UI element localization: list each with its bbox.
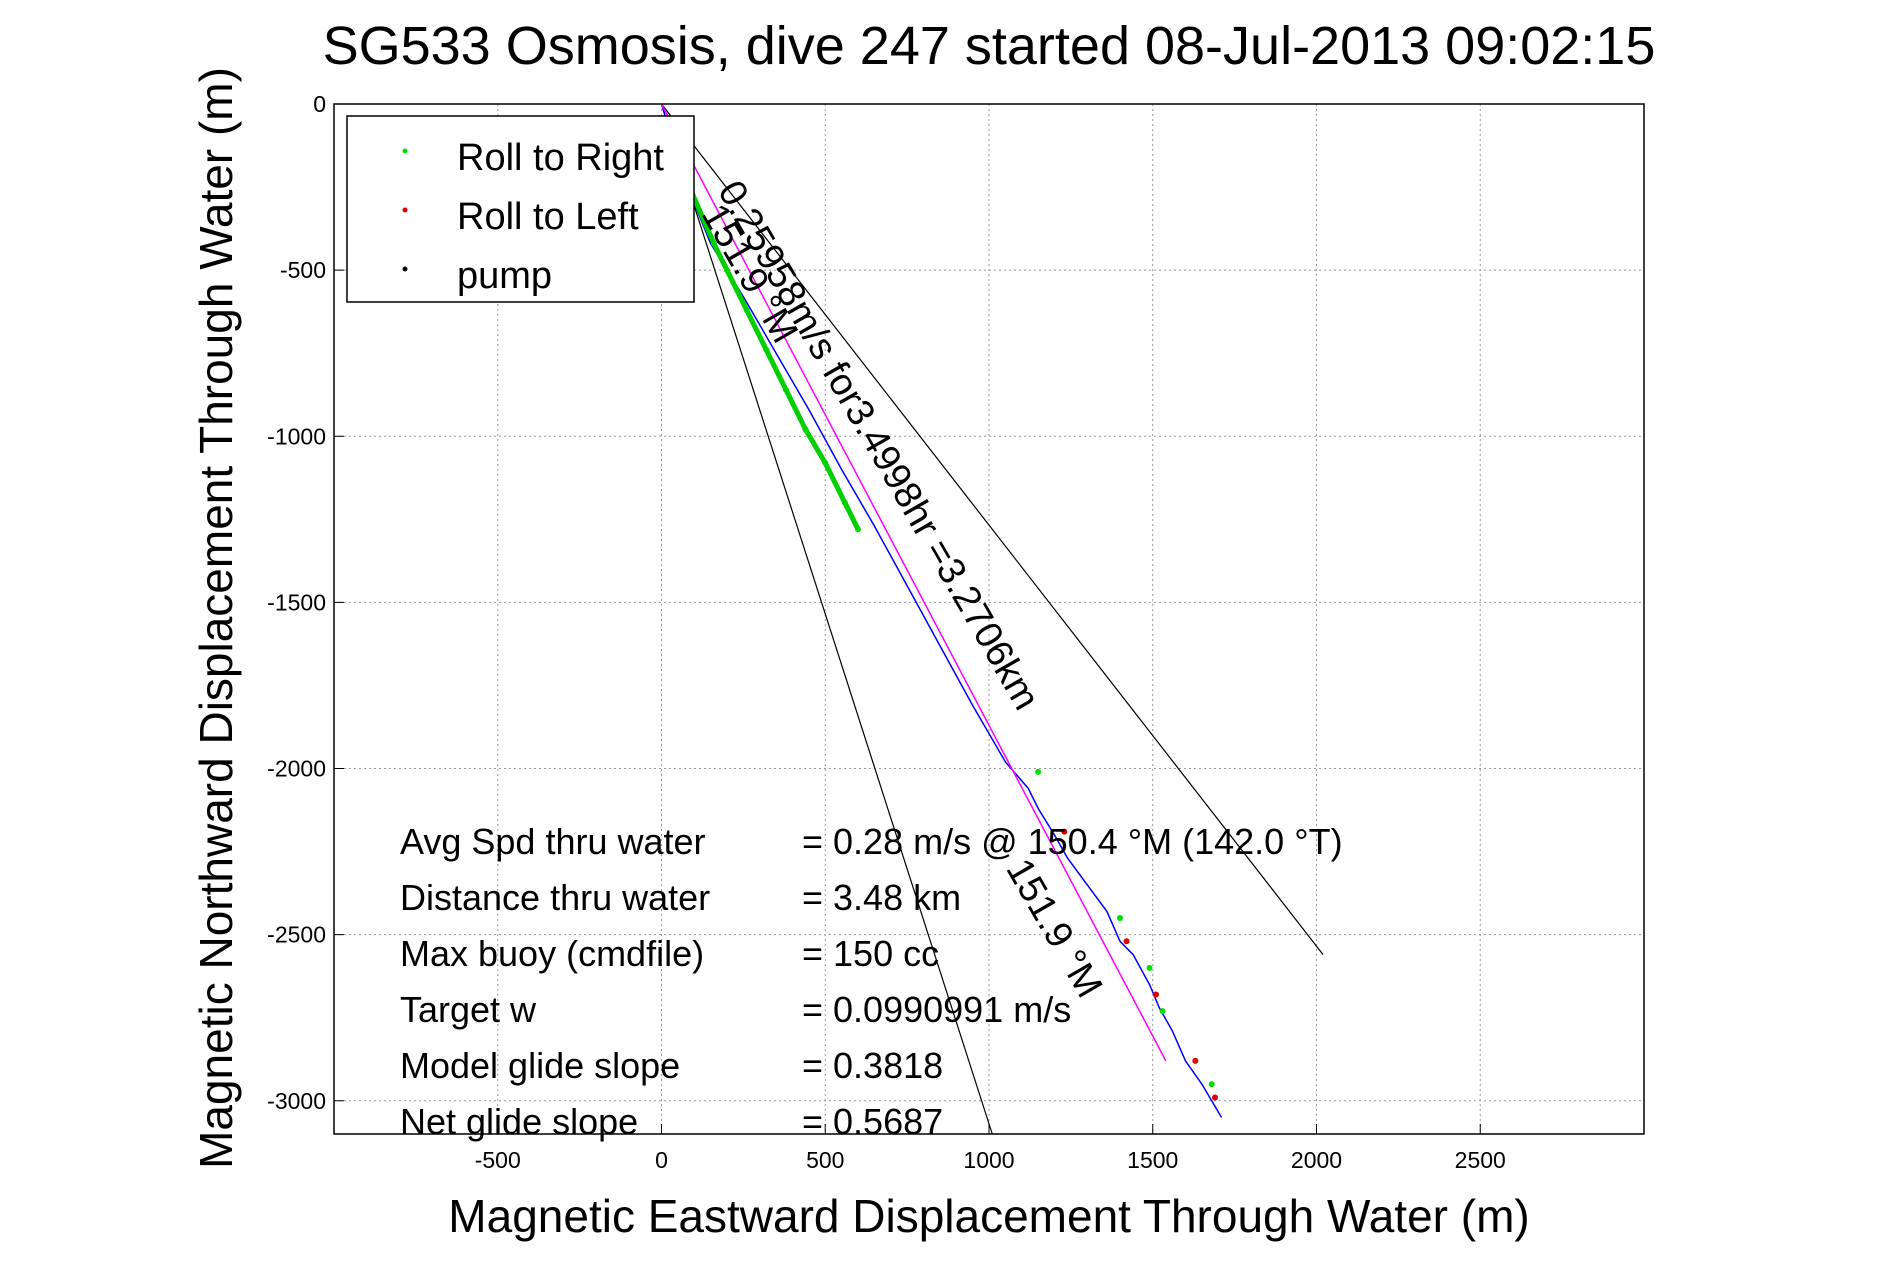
x-tick-label: -500 xyxy=(475,1147,521,1173)
roll-right-point xyxy=(1117,915,1123,922)
y-tick-label: -1000 xyxy=(267,423,326,449)
stat-label: Model glide slope xyxy=(400,1045,680,1086)
stat-value: = 0.5687 xyxy=(802,1101,943,1142)
stat-label: Max buoy (cmdfile) xyxy=(400,933,704,974)
x-tick-label: 1000 xyxy=(963,1147,1014,1173)
stat-value: = 150 cc xyxy=(802,933,939,974)
track-line xyxy=(660,103,1223,1118)
y-tick-label: -2000 xyxy=(267,756,326,782)
stat-label: Target w xyxy=(400,989,537,1030)
stat-value: = 0.3818 xyxy=(802,1045,943,1086)
plot-frame xyxy=(333,103,1645,1135)
stat-label: Avg Spd thru water xyxy=(400,821,706,862)
legend-label-roll-right: Roll to Right xyxy=(457,137,664,179)
heading-line xyxy=(660,103,1167,1062)
guide-line xyxy=(660,103,993,1135)
roll-right-point xyxy=(1146,964,1153,971)
y-axis-label: Magnetic Northward Displacement Through … xyxy=(190,67,242,1169)
y-tick-label: -1500 xyxy=(267,589,326,615)
tick-labels: -500 0 500 1000 1500 2000 2500 0 -500 -1000 -1500 -… xyxy=(267,91,1506,1173)
stat-label: Net glide slope xyxy=(400,1101,638,1142)
x-tick-label: 2000 xyxy=(1291,1147,1342,1173)
y-tick-label: -500 xyxy=(280,257,326,283)
legend-label-pump: pump xyxy=(457,255,552,297)
x-tick-label: 2500 xyxy=(1455,1147,1506,1173)
roll-right-band xyxy=(672,143,861,531)
legend-marker-roll-right xyxy=(402,148,408,154)
roll-left-point xyxy=(1192,1057,1199,1064)
grid xyxy=(334,103,1644,1134)
y-tick-label: -3000 xyxy=(267,1088,326,1114)
y-tick-label: -2500 xyxy=(267,922,326,948)
legend-marker-roll-left xyxy=(402,207,408,213)
roll-right-point xyxy=(1035,768,1042,775)
roll-right-point xyxy=(1159,1008,1166,1015)
legend-marker-pump xyxy=(402,266,408,272)
guide-lines xyxy=(660,103,1324,1135)
guide-line xyxy=(661,103,1324,955)
x-axis-label: Magnetic Eastward Displacement Through W… xyxy=(448,1190,1529,1242)
roll-left-point xyxy=(1123,938,1130,945)
stat-label: Distance thru water xyxy=(400,877,710,918)
roll-right-point xyxy=(1208,1081,1215,1088)
y-tick-label: 0 xyxy=(313,91,326,117)
legend: Roll to Right Roll to Left pump xyxy=(346,115,695,303)
stats-block: Avg Spd thru water = 0.28 m/s @ 150.4 °M … xyxy=(400,821,1343,1142)
stat-value: = 3.48 km xyxy=(802,877,961,918)
roll-left-point xyxy=(1153,991,1160,998)
chart-title: SG533 Osmosis, dive 247 started 08-Jul-2… xyxy=(323,16,1656,76)
series-group xyxy=(660,103,1223,1118)
stat-value: = 0.28 m/s @ 150.4 °M (142.0 °T) xyxy=(802,821,1343,862)
roll-left-point xyxy=(1061,828,1068,835)
x-tick-label: 1500 xyxy=(1127,1147,1178,1173)
legend-label-roll-left: Roll to Left xyxy=(457,196,639,238)
x-tick-label: 0 xyxy=(655,1147,668,1173)
x-tick-label: 500 xyxy=(806,1147,844,1173)
roll-left-point xyxy=(1211,1094,1218,1101)
stat-value: = 0.0990991 m/s xyxy=(802,989,1071,1030)
